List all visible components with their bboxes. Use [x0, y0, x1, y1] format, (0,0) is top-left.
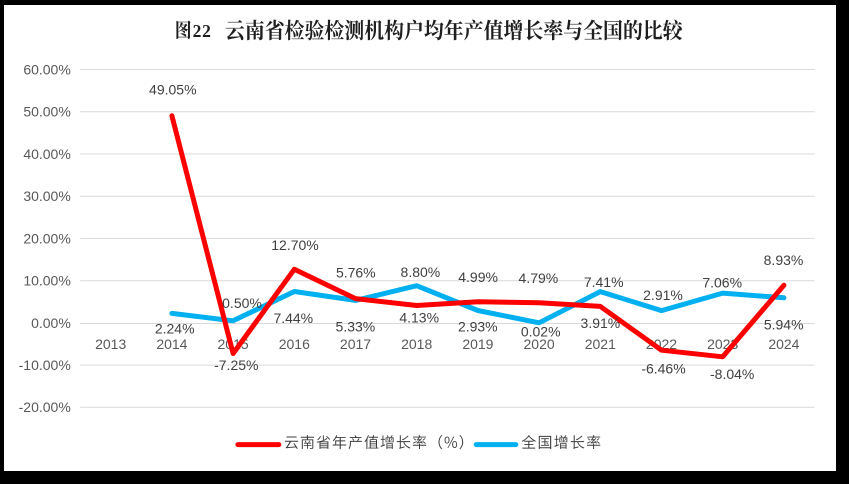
svg-text:-20.00%: -20.00%	[19, 399, 71, 415]
svg-text:2018: 2018	[401, 336, 432, 352]
svg-text:0.50%: 0.50%	[222, 295, 262, 311]
svg-text:3.91%: 3.91%	[581, 315, 621, 331]
svg-text:4.99%: 4.99%	[458, 269, 498, 285]
svg-text:20.00%: 20.00%	[23, 230, 70, 246]
svg-text:0.00%: 0.00%	[31, 315, 71, 331]
svg-text:-8.04%: -8.04%	[710, 366, 754, 382]
svg-text:7.44%: 7.44%	[273, 310, 313, 326]
svg-text:49.05%: 49.05%	[149, 82, 196, 98]
svg-text:22: 22	[193, 21, 212, 41]
svg-text:2024: 2024	[768, 336, 799, 352]
svg-text:2.91%: 2.91%	[643, 287, 683, 303]
svg-text:4.13%: 4.13%	[399, 310, 439, 326]
svg-text:2019: 2019	[462, 336, 493, 352]
svg-text:-7.25%: -7.25%	[214, 357, 258, 373]
svg-text:2021: 2021	[585, 336, 616, 352]
svg-text:60.00%: 60.00%	[23, 61, 70, 77]
svg-text:5.33%: 5.33%	[336, 319, 376, 335]
svg-text:2013: 2013	[95, 336, 126, 352]
svg-text:2014: 2014	[156, 336, 187, 352]
svg-text:-6.46%: -6.46%	[641, 360, 685, 376]
svg-text:12.70%: 12.70%	[271, 237, 318, 253]
svg-text:8.93%: 8.93%	[764, 252, 804, 268]
svg-text:5.76%: 5.76%	[336, 264, 376, 280]
svg-text:2022: 2022	[646, 336, 677, 352]
svg-text:2016: 2016	[279, 336, 310, 352]
svg-text:40.00%: 40.00%	[23, 146, 70, 162]
svg-text:30.00%: 30.00%	[23, 188, 70, 204]
svg-text:8.80%: 8.80%	[401, 264, 441, 280]
svg-text:4.79%: 4.79%	[519, 270, 559, 286]
svg-text:2020: 2020	[524, 336, 555, 352]
svg-text:7.06%: 7.06%	[702, 274, 742, 290]
svg-text:7.41%: 7.41%	[584, 274, 624, 290]
svg-text:2.24%: 2.24%	[155, 320, 195, 336]
svg-text:2.93%: 2.93%	[458, 319, 498, 335]
svg-text:-10.00%: -10.00%	[19, 357, 71, 373]
svg-text:50.00%: 50.00%	[23, 104, 70, 120]
svg-text:10.00%: 10.00%	[23, 273, 70, 289]
svg-text:2017: 2017	[340, 336, 371, 352]
svg-text:5.94%: 5.94%	[764, 317, 804, 333]
svg-text:0.02%: 0.02%	[521, 324, 561, 340]
